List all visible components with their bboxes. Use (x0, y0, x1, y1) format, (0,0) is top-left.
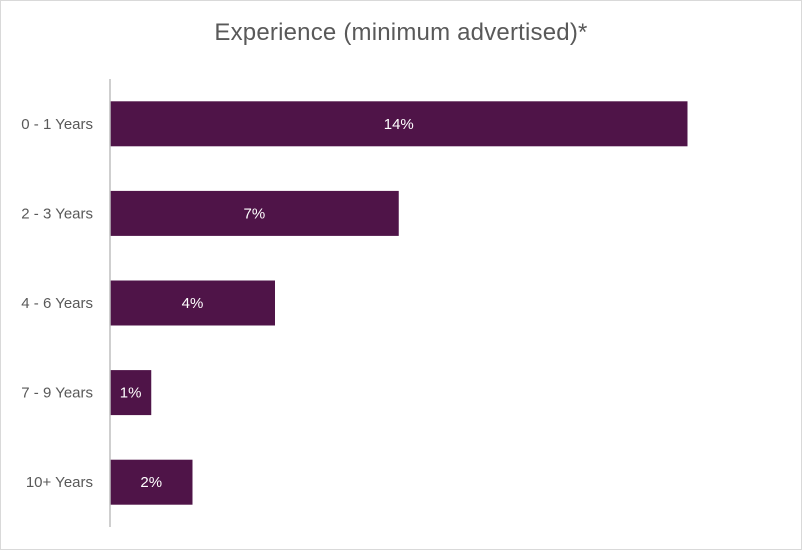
data-label-2: 7% (244, 205, 266, 222)
category-label-5: 10+ Years (26, 474, 93, 491)
bars-layer (110, 101, 688, 505)
data-label-1: 14% (384, 116, 414, 133)
category-label-1: 0 - 1 Years (21, 116, 93, 133)
bar-3 (110, 280, 275, 326)
chart-title: Experience (minimum advertised)* (214, 19, 588, 46)
category-label-4: 7 - 9 Years (21, 385, 93, 402)
bar-5 (110, 459, 193, 505)
category-label-3: 4 - 6 Years (21, 295, 93, 312)
data-label-3: 4% (182, 295, 204, 312)
category-label-2: 2 - 3 Years (21, 205, 93, 222)
data-label-4: 1% (120, 385, 142, 402)
bar-2 (110, 190, 399, 236)
bar-1 (110, 101, 688, 147)
bar-4 (110, 370, 152, 416)
data-label-5: 2% (140, 474, 162, 491)
labels-layer: 0 - 1 Years 14% 2 - 3 Years 7% 4 - 6 Years 4%… (21, 116, 413, 491)
